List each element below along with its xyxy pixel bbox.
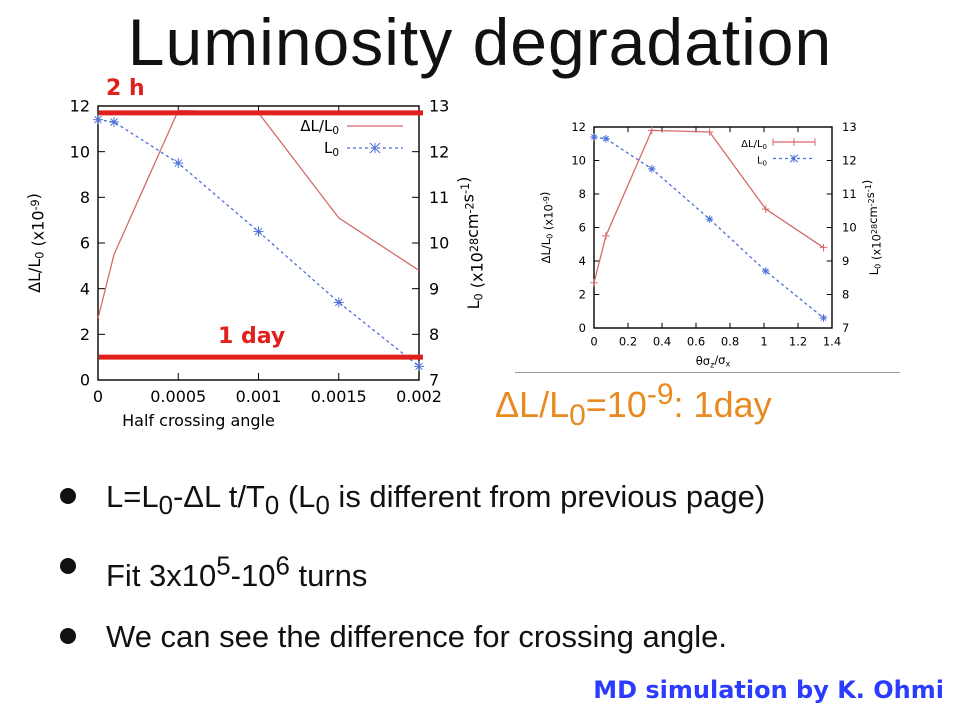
label-1day: 1 day [218, 324, 286, 349]
x-tick-label: 0.001 [236, 387, 282, 406]
data-point [602, 232, 610, 240]
data-point [109, 116, 120, 127]
data-point [173, 158, 184, 169]
legend-label: ΔL/L0 [300, 117, 339, 137]
x-tick-label: 1.2 [789, 335, 807, 349]
y-left-tick-label: 6 [579, 221, 586, 235]
y-left-tick-label: 6 [80, 234, 90, 253]
y-right-tick-label: 13 [842, 120, 857, 134]
y-right-axis-label: L0 (x1028cm-2s-1) [454, 177, 486, 310]
y-right-tick-label: 8 [842, 288, 849, 302]
bullet-dot [60, 558, 76, 574]
x-tick-label: 0 [590, 335, 597, 349]
legend-label: ΔL/L0 [741, 139, 767, 151]
x-tick-label: 0 [93, 387, 103, 406]
y-left-tick-label: 0 [80, 371, 90, 390]
bullet-text: Fit 3x105-106 turns [106, 553, 368, 594]
y-left-tick-label: 2 [80, 325, 90, 344]
x-axis-label: θσz/σx [696, 353, 731, 369]
x-tick-label: 1.4 [823, 335, 841, 349]
x-tick-label: 0.0005 [150, 387, 206, 406]
y-left-tick-label: 10 [571, 154, 586, 168]
label-2h: 2 h [106, 76, 145, 101]
y-left-axis-label: ΔL/L0 (x10-9) [538, 192, 555, 264]
data-point [819, 314, 828, 322]
y-right-tick-label: 11 [429, 188, 449, 207]
y-left-tick-label: 4 [80, 279, 90, 298]
bullet-item: Fit 3x105-106 turns [60, 538, 765, 608]
credit-text: MD simulation by K. Ohmi [593, 676, 944, 704]
plot-frame [593, 126, 833, 329]
bullet-list: L=L0-ΔL t/T0 (L0 is different from previ… [60, 468, 765, 678]
data-point [705, 128, 714, 136]
bullet-item: We can see the difference for crossing a… [60, 608, 765, 678]
data-point [333, 297, 344, 308]
y-right-tick-label: 7 [842, 321, 849, 335]
legend-label: L0 [757, 156, 767, 168]
x-tick-label: 0.2 [619, 335, 637, 349]
data-point [819, 243, 828, 252]
series-line [593, 136, 824, 319]
chart-panel: 0 0.0005 0.001 0.0015 0.002 0 2 4 6 8 10 12 7 8 9 10 11 1… [24, 97, 486, 430]
data-point [648, 126, 656, 135]
y-left-axis-label: ΔL/L0 (x10-9) [24, 193, 47, 293]
data-point [705, 215, 714, 223]
chart-panel: 0 0.2 0.4 0.6 0.8 1 1.2 1.4 0 2 4 6 8 10 12 7 8 9 10 11 12 13… [538, 120, 883, 369]
bullet-item: L=L0-ΔL t/T0 (L0 is different from previ… [60, 468, 765, 538]
x-axis-label: Half crossing angle [122, 411, 275, 430]
y-right-tick-label: 9 [429, 279, 439, 298]
y-left-tick-label: 4 [579, 254, 586, 268]
y-right-tick-label: 7 [429, 371, 439, 390]
data-point [414, 361, 424, 372]
x-tick-label: 0.0015 [311, 387, 367, 406]
series-line [593, 129, 824, 283]
y-right-tick-label: 10 [429, 234, 449, 253]
bullet-text: We can see the difference for crossing a… [106, 619, 727, 654]
bullet-dot [60, 628, 76, 644]
x-tick-label: 0.4 [653, 335, 671, 349]
x-tick-label: 0.6 [687, 335, 705, 349]
data-point [590, 279, 598, 287]
y-right-tick-label: 12 [842, 154, 857, 168]
data-point [648, 165, 656, 173]
x-tick-label: 0.002 [396, 387, 442, 406]
data-point [602, 134, 610, 143]
bullet-text: L=L0-ΔL t/T0 (L0 is different from previ… [106, 479, 766, 521]
data-point [590, 133, 598, 141]
slide-title: Luminosity degradation [127, 5, 833, 79]
y-left-tick-label: 12 [571, 120, 586, 134]
y-right-tick-label: 12 [429, 142, 449, 161]
data-point [93, 114, 103, 125]
y-left-tick-label: 8 [579, 187, 586, 201]
data-point [761, 205, 770, 213]
data-point [761, 267, 770, 275]
y-right-tick-label: 11 [842, 187, 857, 201]
y-right-tick-label: 13 [429, 97, 449, 116]
x-tick-label: 1 [760, 335, 767, 349]
y-left-tick-label: 0 [579, 321, 586, 335]
y-left-tick-label: 2 [579, 288, 586, 302]
y-left-tick-label: 8 [80, 188, 90, 207]
legend-label: L0 [324, 139, 339, 159]
threshold-note: ΔL/L0=10-9: 1day [495, 378, 772, 433]
bullet-dot [60, 488, 76, 504]
y-right-axis-label: L0 (x1028cm-2s-1) [860, 180, 884, 276]
y-right-tick-label: 10 [842, 221, 857, 235]
separator-line [515, 372, 900, 373]
y-right-tick-label: 9 [842, 254, 849, 268]
y-left-tick-label: 10 [70, 142, 90, 161]
y-left-tick-label: 12 [70, 97, 90, 116]
series-line [97, 109, 420, 319]
x-tick-label: 0.8 [721, 335, 739, 349]
y-right-tick-label: 8 [429, 325, 439, 344]
data-point [253, 226, 264, 237]
